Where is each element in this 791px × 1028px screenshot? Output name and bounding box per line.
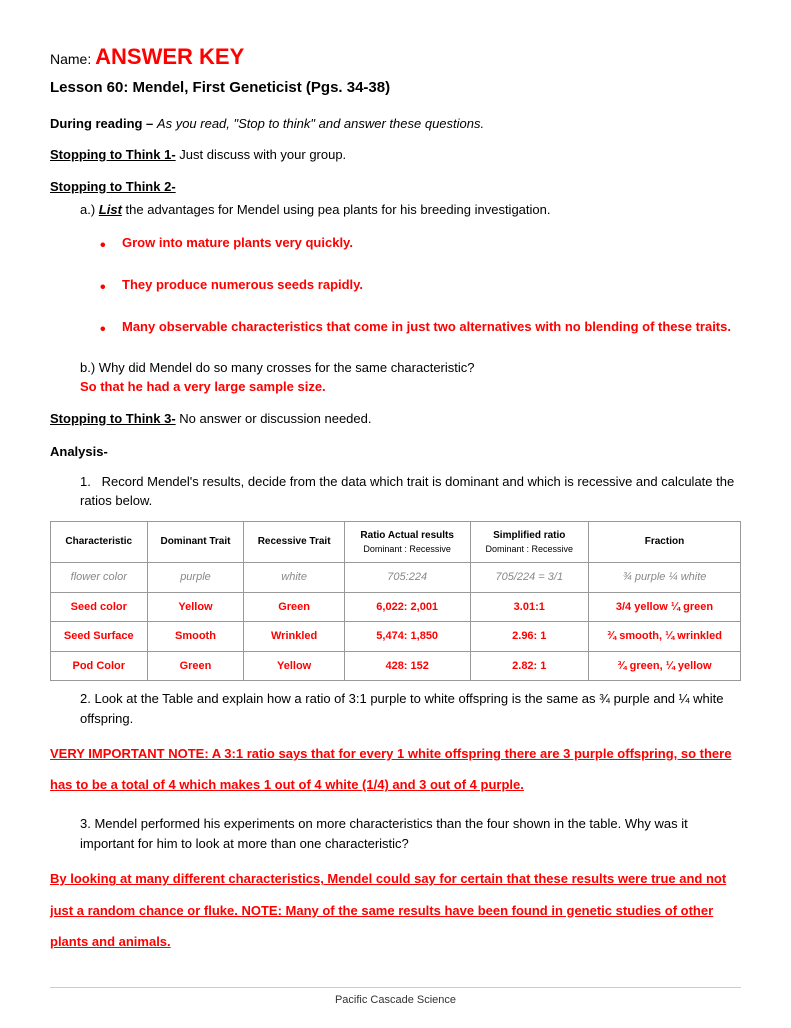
col-dominant: Dominant Trait (147, 521, 244, 563)
cell-recessive: Wrinkled (244, 622, 344, 652)
during-reading-label: During reading – (50, 116, 157, 131)
mendel-table: Characteristic Dominant Trait Recessive … (50, 521, 741, 682)
col-fraction: Fraction (588, 521, 740, 563)
st2-a-text: the advantages for Mendel using pea plan… (122, 202, 551, 217)
st2-a-prefix: a.) (80, 202, 99, 217)
cell-characteristic: Seed Surface (51, 622, 148, 652)
col-ratio: Ratio Actual results Dominant : Recessive (344, 521, 470, 563)
st2-b-prefix: b.) (80, 360, 99, 375)
cell-dominant: Smooth (147, 622, 244, 652)
col-sublabel: Dominant : Recessive (475, 543, 584, 557)
cell-recessive: Green (244, 592, 344, 622)
col-label: Simplified ratio (493, 530, 565, 541)
col-label: Ratio Actual results (360, 530, 454, 541)
cell-ratio: 428: 152 (344, 651, 470, 681)
table-row: Seed color Yellow Green 6,022: 2,001 3.0… (51, 592, 741, 622)
name-label: Name: (50, 51, 91, 67)
bullet-item: Many observable characteristics that com… (100, 314, 741, 340)
col-label: Dominant Trait (160, 536, 230, 547)
q2-num: 2. (80, 691, 91, 706)
st2-bullets: Grow into mature plants very quickly. Th… (100, 230, 741, 340)
lesson-title: Lesson 60: Mendel, First Geneticist (Pgs… (50, 77, 741, 100)
cell-ratio: 705:224 (344, 563, 470, 593)
cell-characteristic: flower color (51, 563, 148, 593)
st2-b-text: Why did Mendel do so many crosses for th… (99, 360, 475, 375)
col-sublabel: Dominant : Recessive (349, 543, 466, 557)
stopping-think-2-heading: Stopping to Think 2- (50, 177, 741, 197)
q3-num: 3. (80, 816, 91, 831)
cell-fraction: 3/4 yellow ¼ green (588, 592, 740, 622)
cell-recessive: white (244, 563, 344, 593)
cell-fraction: ¾ purple ¼ white (588, 563, 740, 593)
analysis-q2: 2. Look at the Table and explain how a r… (80, 689, 741, 728)
cell-dominant: Green (147, 651, 244, 681)
stopping-think-1: Stopping to Think 1- Just discuss with y… (50, 145, 741, 165)
q3-text: Mendel performed his experiments on more… (80, 816, 688, 851)
cell-dominant: purple (147, 563, 244, 593)
q2-text: Look at the Table and explain how a rati… (80, 691, 723, 726)
cell-simplified: 2.96: 1 (470, 622, 588, 652)
cell-simplified: 705/224 = 3/1 (470, 563, 588, 593)
footer: Pacific Cascade Science (50, 987, 741, 1009)
table-header-row: Characteristic Dominant Trait Recessive … (51, 521, 741, 563)
cell-simplified: 2.82: 1 (470, 651, 588, 681)
cell-simplified: 3.01:1 (470, 592, 588, 622)
stopping-think-3: Stopping to Think 3- No answer or discus… (50, 409, 741, 429)
table-head: Characteristic Dominant Trait Recessive … (51, 521, 741, 563)
table-body: flower color purple white 705:224 705/22… (51, 563, 741, 681)
during-reading: During reading – As you read, "Stop to t… (50, 114, 741, 134)
st2-list-word: List (99, 202, 122, 217)
cell-characteristic: Seed color (51, 592, 148, 622)
st2-b-answer: So that he had a very large sample size. (80, 379, 326, 394)
table-row: Pod Color Green Yellow 428: 152 2.82: 1 … (51, 651, 741, 681)
bullet-item: Grow into mature plants very quickly. (100, 230, 741, 256)
col-recessive: Recessive Trait (244, 521, 344, 563)
col-characteristic: Characteristic (51, 521, 148, 563)
analysis-q1: 1. Record Mendel's results, decide from … (80, 472, 741, 511)
st3-text: No answer or discussion needed. (176, 411, 372, 426)
answer-key-text: ANSWER KEY (95, 44, 244, 69)
cell-ratio: 5,474: 1,850 (344, 622, 470, 652)
st2-heading: Stopping to Think 2- (50, 179, 176, 194)
q3-answer: By looking at many different characteris… (50, 863, 741, 957)
col-label: Characteristic (65, 536, 132, 547)
cell-fraction: ¾ smooth, ¼ wrinkled (588, 622, 740, 652)
bullet-item: They produce numerous seeds rapidly. (100, 272, 741, 298)
table-example-row: flower color purple white 705:224 705/22… (51, 563, 741, 593)
during-reading-instruction: As you read, "Stop to think" and answer … (157, 116, 484, 131)
analysis-heading: Analysis- (50, 442, 741, 462)
q2-answer: VERY IMPORTANT NOTE: A 3:1 ratio says th… (50, 738, 741, 800)
st2-question-a: a.) List the advantages for Mendel using… (80, 200, 741, 220)
st2-question-b: b.) Why did Mendel do so many crosses fo… (80, 358, 741, 397)
name-line: Name: ANSWER KEY (50, 40, 741, 73)
q1-text: Record Mendel's results, decide from the… (80, 474, 734, 509)
cell-fraction: ¾ green, ¼ yellow (588, 651, 740, 681)
analysis-q3: 3. Mendel performed his experiments on m… (80, 814, 741, 853)
st3-heading: Stopping to Think 3- (50, 411, 176, 426)
st1-text: Just discuss with your group. (176, 147, 347, 162)
col-simplified: Simplified ratio Dominant : Recessive (470, 521, 588, 563)
cell-recessive: Yellow (244, 651, 344, 681)
cell-ratio: 6,022: 2,001 (344, 592, 470, 622)
cell-dominant: Yellow (147, 592, 244, 622)
st1-heading: Stopping to Think 1- (50, 147, 176, 162)
col-label: Fraction (645, 536, 684, 547)
col-label: Recessive Trait (258, 536, 331, 547)
cell-characteristic: Pod Color (51, 651, 148, 681)
q1-num: 1. (80, 472, 98, 492)
table-row: Seed Surface Smooth Wrinkled 5,474: 1,85… (51, 622, 741, 652)
